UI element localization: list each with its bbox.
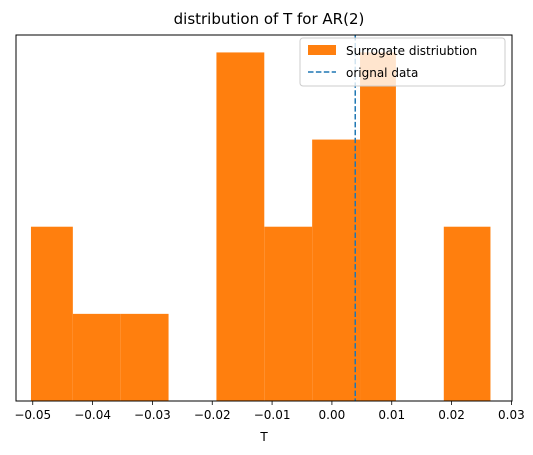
legend-box bbox=[299, 37, 506, 87]
histogram-bar bbox=[216, 52, 265, 402]
legend-label-surrogate: Surrogate distriubtion bbox=[346, 44, 477, 58]
x-axis-label: T bbox=[259, 430, 268, 444]
x-tick-label: 0.00 bbox=[319, 408, 346, 422]
histogram-bar bbox=[360, 52, 396, 402]
legend: Surrogate distriubtion orignal data bbox=[299, 37, 506, 87]
plot-frame bbox=[15, 34, 513, 402]
x-tick-label: 0.01 bbox=[378, 408, 405, 422]
x-tick-label: −0.03 bbox=[134, 408, 171, 422]
legend-label-original: orignal data bbox=[346, 66, 418, 80]
x-axis-ticks: −0.05 −0.04 −0.03 −0.02 −0.01 0.00 0.01 0.02 0.0… bbox=[14, 401, 525, 422]
x-tick-label: −0.05 bbox=[14, 408, 51, 422]
chart-title: distribution of T for AR(2) bbox=[174, 10, 365, 28]
x-tick-label: −0.02 bbox=[194, 408, 231, 422]
histogram-bar bbox=[72, 313, 121, 401]
histogram-bar bbox=[312, 139, 361, 401]
x-tick-label: −0.01 bbox=[254, 408, 291, 422]
histogram-bar bbox=[30, 226, 73, 401]
x-tick-label: 0.03 bbox=[498, 408, 525, 422]
x-tick-label: 0.02 bbox=[438, 408, 465, 422]
histogram-bar bbox=[443, 226, 491, 401]
histogram-bar bbox=[120, 313, 169, 401]
x-tick-label: −0.04 bbox=[74, 408, 111, 422]
histogram-bar bbox=[264, 226, 313, 401]
histogram-bars bbox=[30, 52, 491, 402]
legend-swatch-surrogate bbox=[308, 45, 336, 55]
